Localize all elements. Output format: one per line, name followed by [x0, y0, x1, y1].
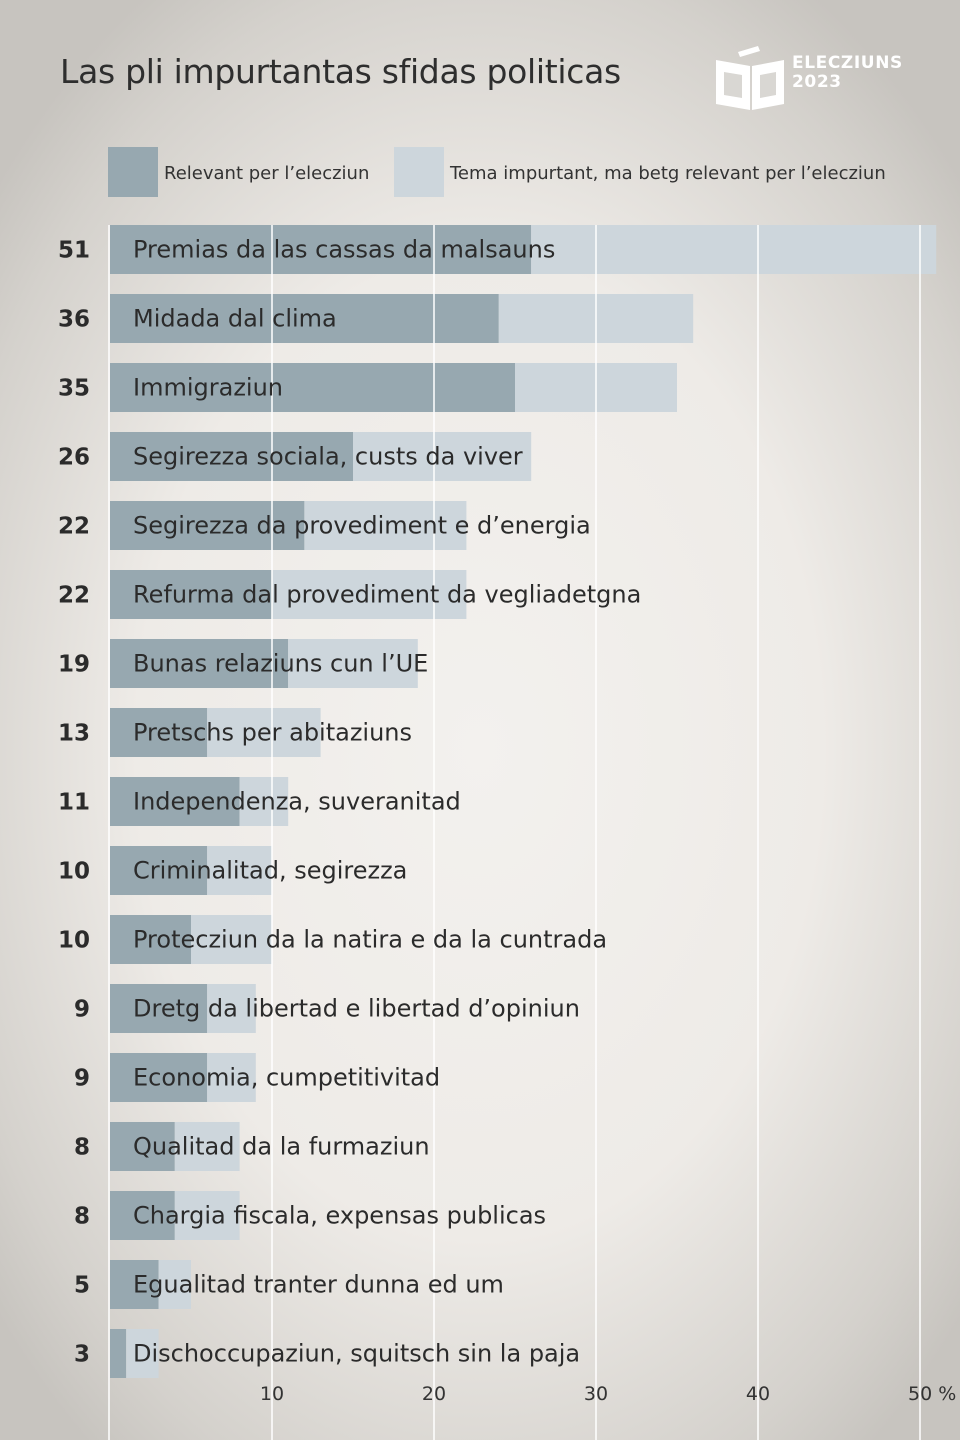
bar-relevant	[110, 846, 208, 895]
chart-title: Las pli impurtantas sfidas politicas	[60, 52, 621, 91]
bar-label: Qualitad da la furmaziun	[133, 1133, 430, 1161]
value-label: 35	[58, 376, 90, 402]
chart-legend: Relevant per l’elecziun Tema impurtant, …	[0, 147, 960, 197]
bar-label: Independenza, suveranitad	[133, 788, 461, 816]
elections-logo: ELECZIUNS 2023	[714, 46, 914, 112]
legend-label-important: Tema impurtant, ma betg relevant per l’e…	[450, 163, 886, 184]
tick-label: 20	[422, 1383, 446, 1405]
bar-relevant	[110, 1329, 127, 1378]
value-label: 8	[74, 1204, 90, 1230]
value-label: 51	[58, 238, 90, 264]
legend-label-relevant: Relevant per l’elecziun	[164, 163, 370, 184]
bar-important	[304, 501, 467, 550]
bar-important	[353, 432, 532, 481]
bar-label: Dretg da libertad e libertad d’opiniun	[133, 995, 580, 1023]
bar-relevant	[110, 1260, 159, 1309]
bar-important	[239, 777, 289, 826]
ballot-box-icon	[716, 46, 784, 110]
value-label: 13	[58, 721, 90, 747]
bar-label: Dischoccupaziun, squitsch sin la paja	[133, 1340, 580, 1368]
bar-label: Midada dal clima	[133, 305, 337, 333]
logo-line-2: 2023	[792, 72, 842, 92]
tick-label: 30	[584, 1383, 608, 1405]
bar-label: Premias da las cassas da malsauns	[133, 236, 555, 264]
tick-label: 40	[746, 1383, 770, 1405]
bar-important	[207, 846, 272, 895]
bar-important	[288, 639, 418, 688]
value-label: 10	[58, 859, 90, 885]
bar-label: Immigraziun	[133, 374, 283, 402]
tick-label: 50 %	[908, 1383, 956, 1405]
value-label: 9	[74, 997, 90, 1023]
bar-relevant	[110, 570, 272, 619]
bar-label: Segirezza da provediment e d’energia	[133, 512, 591, 540]
value-label: 5	[74, 1273, 90, 1299]
bar-label: Egualitad tranter dunna ed um	[133, 1271, 504, 1299]
value-label: 11	[58, 790, 90, 816]
bar-important	[174, 1122, 240, 1171]
bar-relevant	[110, 225, 532, 274]
bar-label: Chargia fiscala, expensas publicas	[133, 1202, 546, 1230]
bar-important	[207, 1053, 256, 1102]
value-label: 8	[74, 1135, 90, 1161]
value-label: 9	[74, 1066, 90, 1092]
bar-label: Refurma dal provediment da vegliadetgna	[133, 581, 641, 609]
value-label: 19	[58, 652, 90, 678]
legend-swatch-important	[394, 147, 444, 197]
value-label: 36	[58, 307, 90, 333]
bar-label: Bunas relaziuns cun l’UE	[133, 650, 428, 678]
bar-important	[207, 708, 321, 757]
logo-text: ELECZIUNS 2023	[792, 54, 903, 92]
bar-relevant	[110, 777, 240, 826]
bar-relevant	[110, 708, 208, 757]
bar-label: Pretschs per abitaziuns	[133, 719, 412, 747]
bar-relevant	[110, 1191, 175, 1240]
bar-relevant	[110, 432, 353, 481]
value-label: 3	[74, 1342, 90, 1368]
legend-swatch-relevant	[108, 147, 158, 197]
bar-relevant	[110, 984, 208, 1033]
value-label: 26	[58, 445, 90, 471]
bar-label: Protecziun da la natira e da la cuntrada	[133, 926, 607, 954]
bar-important	[207, 984, 256, 1033]
value-label: 22	[58, 583, 90, 609]
bar-important	[158, 1260, 191, 1309]
value-label: 10	[58, 928, 90, 954]
bar-important	[174, 1191, 240, 1240]
bar-relevant	[110, 363, 515, 412]
bar-relevant	[110, 1122, 175, 1171]
bar-relevant	[110, 1053, 208, 1102]
bar-important	[531, 225, 937, 274]
tick-label: 10	[260, 1383, 284, 1405]
value-label: 22	[58, 514, 90, 540]
bar-label: Economia, cumpetitivitad	[133, 1064, 440, 1092]
logo-line-1: ELECZIUNS	[792, 53, 903, 73]
bar-important	[191, 915, 272, 964]
bar-relevant	[110, 915, 191, 964]
bar-relevant	[110, 639, 289, 688]
bar-label: Segirezza sociala, custs da viver	[133, 443, 523, 471]
bar-important	[126, 1329, 159, 1378]
bar-label: Criminalitad, segirezza	[133, 857, 407, 885]
